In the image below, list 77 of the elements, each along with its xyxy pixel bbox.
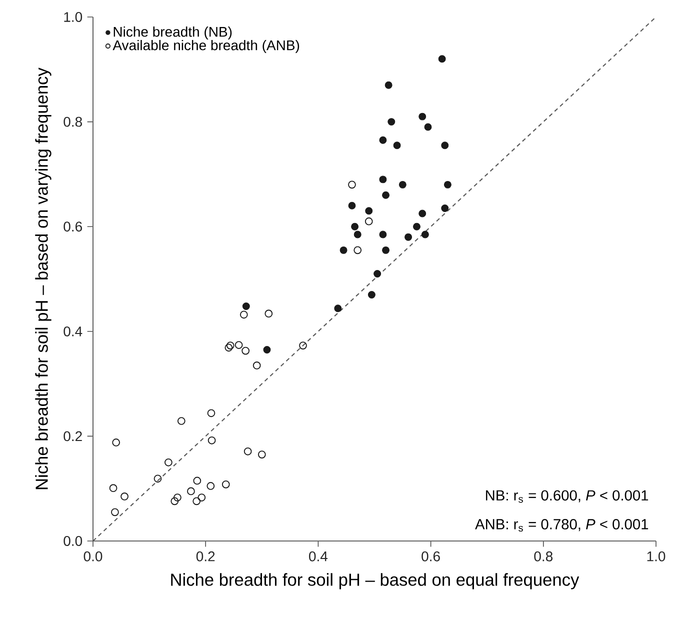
point [174,494,182,502]
x-tick-label: 0.4 [309,551,328,562]
point [198,494,206,502]
point [299,342,307,350]
x-tick-label: 0.6 [422,551,440,562]
y-axis-title: Niche breadth for soil pH – based on varying frequency [35,68,52,490]
point [187,487,195,496]
point [374,270,382,278]
y-tick-label: 0.2 [64,431,82,442]
point [418,112,426,120]
point [240,310,248,319]
point [120,492,128,500]
point [382,246,390,254]
point [334,304,342,312]
point [368,290,376,298]
point [441,142,449,150]
point [412,222,420,230]
point [224,344,233,352]
point [207,409,216,418]
point [109,484,118,492]
point [234,341,243,349]
point [354,246,362,254]
y-tick-label: 1.0 [64,12,82,22]
point [354,230,362,238]
y-tick-label: 0.0 [64,536,82,546]
point [264,310,273,318]
point [177,417,186,425]
point [379,230,387,238]
point [348,180,356,189]
point [111,508,119,516]
point [258,450,266,458]
point [424,123,432,131]
y-tick-label: 0.8 [64,116,82,127]
x-tick-label: 0.2 [196,551,215,562]
point [244,447,252,456]
point [164,458,172,466]
y-tick-label: 0.6 [64,222,82,232]
point [404,233,412,241]
point [170,497,179,506]
point [263,346,271,354]
point [112,438,120,446]
x-tick-label: 1.0 [647,551,666,562]
annotation: ANB: r$_{s}$ = 0.780, P < 0.001 [475,519,648,532]
legend-label: Niche breadth (NB) [114,26,232,40]
y-tick-label: 0.4 [64,326,82,336]
point [388,118,396,126]
point [365,207,373,215]
point [242,346,250,355]
x-axis-title: Niche breadth for soil pH – based on equal frequency [171,573,580,590]
point [351,222,359,230]
point [382,191,390,199]
point [418,210,426,218]
point [252,362,261,370]
point [206,482,215,490]
point [208,436,216,444]
point [384,81,392,89]
point [379,136,387,144]
point [192,497,201,506]
point [379,176,387,184]
x-tick-label: 0.8 [534,551,553,562]
point [222,480,230,488]
point [364,217,373,226]
point [154,474,162,483]
x-tick-label: 0.0 [84,551,102,562]
point [398,180,406,188]
point [441,204,449,212]
point [438,55,446,63]
point [421,230,429,238]
point [393,142,401,150]
point [193,476,202,485]
point [348,202,356,210]
legend-label: Available niche breadth (ANB) [112,40,300,54]
annotation: NB: r$_{s}$ = 0.600, P < 0.001 [486,490,648,503]
point [226,342,234,350]
point [444,180,452,188]
point [340,246,348,254]
point [242,302,250,310]
